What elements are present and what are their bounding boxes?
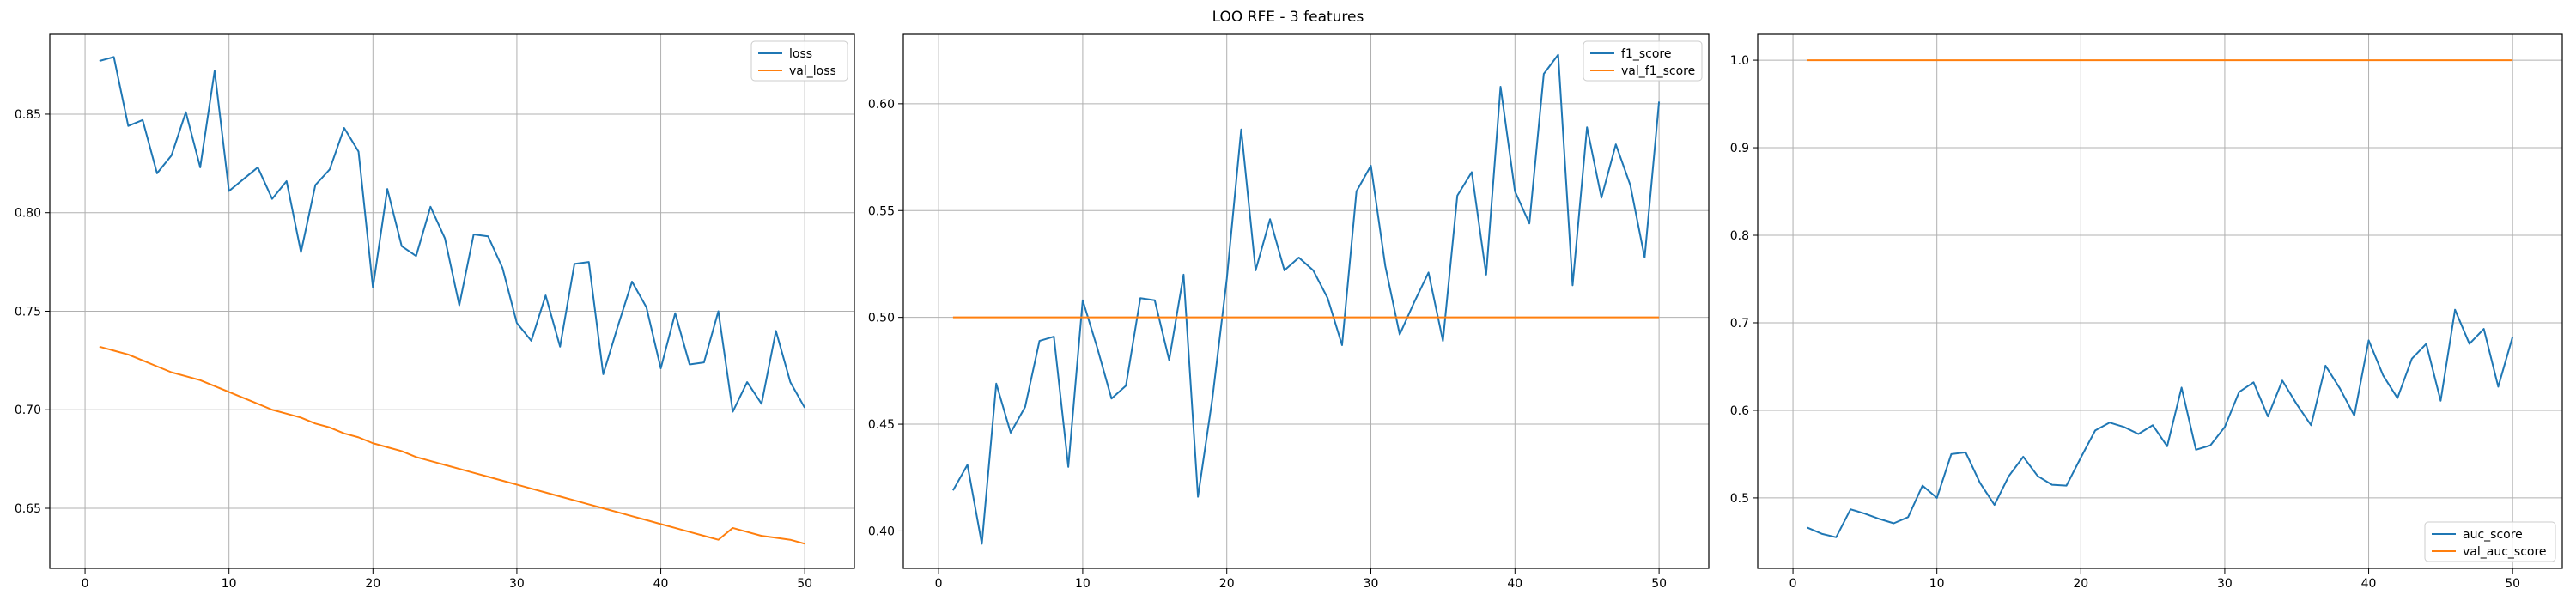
y-tick-label: 0.70 bbox=[15, 404, 41, 417]
x-tick-label: 30 bbox=[1364, 577, 1379, 591]
x-tick-label: 30 bbox=[2217, 577, 2233, 591]
y-tick-label: 0.40 bbox=[868, 525, 895, 538]
x-tick-label: 0 bbox=[82, 577, 89, 591]
series-line-auc-score bbox=[1807, 308, 2514, 538]
legend-label: val_auc_score bbox=[2463, 545, 2547, 559]
legend-label: val_f1_score bbox=[1621, 64, 1695, 78]
legend-label: auc_score bbox=[2463, 528, 2523, 542]
x-tick-label: 50 bbox=[1651, 577, 1667, 591]
y-tick-label: 0.65 bbox=[15, 502, 41, 516]
x-tick-label: 20 bbox=[1219, 577, 1235, 591]
x-tick-label: 40 bbox=[1507, 577, 1522, 591]
y-tick-label: 0.9 bbox=[1730, 142, 1749, 155]
x-tick-label: 50 bbox=[797, 577, 812, 591]
plot-area bbox=[1758, 34, 2562, 568]
chart-panel-2: 0 10 20 30 40 50 0.40 0.45 0.50 0.55 0.60 f1_scorev… bbox=[868, 33, 1710, 591]
y-tick-label: 0.6 bbox=[1730, 404, 1749, 418]
legend: loss val_loss bbox=[750, 40, 848, 82]
y-tick-label: 0.55 bbox=[868, 204, 895, 218]
y-tick-label: 0.50 bbox=[868, 312, 895, 325]
plot-area bbox=[50, 34, 854, 568]
x-tick-label: 0 bbox=[1789, 577, 1797, 591]
y-tick-label: 0.85 bbox=[15, 108, 41, 122]
x-tick-label: 40 bbox=[653, 577, 669, 591]
x-tick-label: 20 bbox=[2073, 577, 2088, 591]
x-tick-label: 0 bbox=[935, 577, 943, 591]
y-tick-label: 0.7 bbox=[1730, 317, 1749, 331]
chart-panel-1: 0 10 20 30 40 50 0.65 0.70 0.75 0.80 0.85 loss val_l… bbox=[15, 33, 855, 591]
y-tick-label: 0.45 bbox=[868, 418, 895, 432]
x-tick-label: 50 bbox=[2505, 577, 2520, 591]
y-tick-label: 0.75 bbox=[15, 305, 41, 319]
y-tick-label: 1.0 bbox=[1730, 54, 1749, 68]
x-tick-label: 10 bbox=[1075, 577, 1091, 591]
axes-frame bbox=[49, 33, 855, 569]
x-tick-label: 10 bbox=[1929, 577, 1945, 591]
chart-panel-3: 0 10 20 30 40 50 0.5 0.6 0.7 0.8 0.9 1.0 auc_scoreva… bbox=[1730, 33, 2563, 591]
y-tick-label: 0.60 bbox=[868, 98, 895, 112]
legend: auc_score val_auc_score bbox=[2424, 521, 2556, 562]
y-tick-label: 0.5 bbox=[1730, 492, 1749, 506]
plot-area bbox=[903, 34, 1709, 568]
series-line-f1-score bbox=[952, 53, 1661, 545]
y-tick-label: 0.8 bbox=[1730, 229, 1749, 243]
x-tick-label: 30 bbox=[509, 577, 525, 591]
axes-frame bbox=[902, 33, 1710, 569]
x-tick-label: 10 bbox=[222, 577, 237, 591]
legend: f1_score val_f1_score bbox=[1583, 40, 1703, 82]
x-tick-label: 40 bbox=[2361, 577, 2377, 591]
legend-label: f1_score bbox=[1621, 47, 1671, 61]
y-tick-label: 0.80 bbox=[15, 207, 41, 221]
x-tick-label: 20 bbox=[365, 577, 380, 591]
legend-label: loss bbox=[789, 47, 812, 61]
legend-box bbox=[2424, 521, 2556, 562]
axes-frame bbox=[1757, 33, 2563, 569]
figure-title: LOO RFE - 3 features bbox=[1212, 9, 1364, 26]
series-line-loss bbox=[99, 56, 806, 413]
legend-label: val_loss bbox=[789, 64, 836, 78]
series-line-val-loss bbox=[99, 345, 805, 545]
